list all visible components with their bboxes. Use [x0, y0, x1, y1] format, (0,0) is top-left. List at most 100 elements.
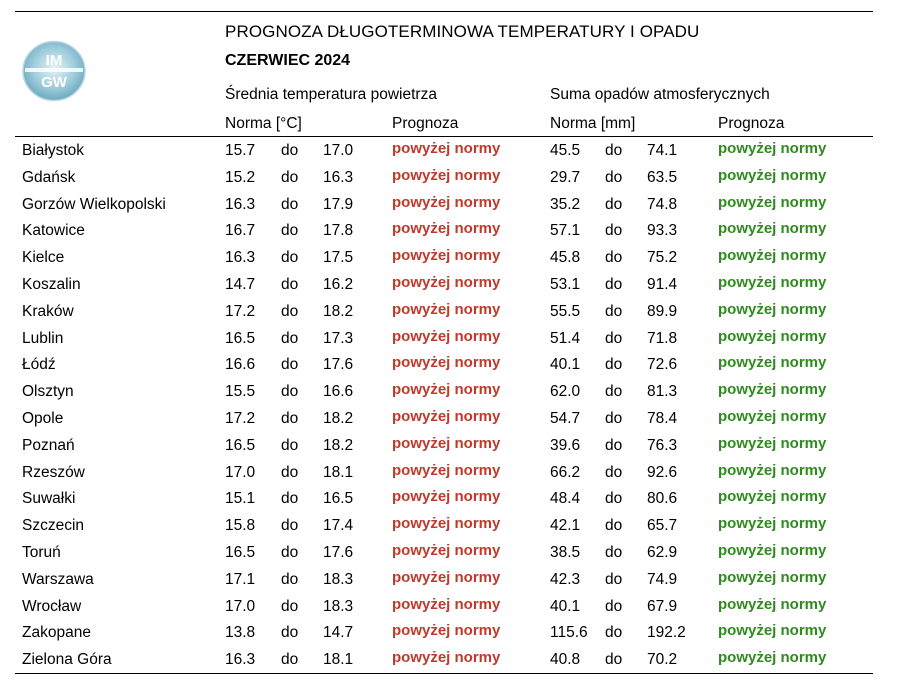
city-name: Lublin — [22, 329, 64, 347]
temp-forecast: powyżej normy — [392, 461, 501, 479]
precip-norm-separator: do — [605, 222, 623, 240]
table-row: Warszawa 17.1 do 18.3 powyżej normy 42.3 do 74.… — [0, 568, 905, 595]
precip-forecast: powyżej normy — [718, 595, 827, 613]
table-row: Szczecin 15.8 do 17.4 powyżej normy 42.1 do 65.… — [0, 514, 905, 541]
precip-norm-max: 67.9 — [647, 597, 678, 615]
precip-forecast: powyżej normy — [718, 273, 827, 291]
temp-norm-separator: do — [281, 624, 299, 642]
precip-forecast: powyżej normy — [718, 488, 827, 506]
precip-forecast: powyżej normy — [718, 220, 827, 238]
precip-norm-separator: do — [605, 517, 623, 535]
forecast-table: Białystok 15.7 do 17.0 powyżej normy 45.5 do 74… — [0, 139, 905, 675]
precip-forecast: powyżej normy — [718, 622, 827, 640]
precip-norm-separator: do — [605, 463, 623, 481]
precip-norm-min: 45.5 — [550, 142, 581, 159]
temp-forecast: powyżej normy — [392, 140, 501, 157]
temp-norm-min: 17.0 — [225, 463, 256, 481]
precip-norm-separator: do — [605, 651, 623, 669]
temp-norm-separator: do — [281, 142, 299, 159]
temp-forecast: powyżej normy — [392, 622, 501, 640]
table-row: Rzeszów 17.0 do 18.1 powyżej normy 66.2 do 92.6… — [0, 461, 905, 488]
city-name: Gorzów Wielkopolski — [22, 195, 166, 213]
precip-forecast: powyżej normy — [718, 461, 827, 479]
city-name: Gdańsk — [22, 168, 76, 186]
temp-norm-max: 17.6 — [323, 543, 354, 561]
precip-forecast: powyżej normy — [718, 247, 827, 265]
precip-norm-min: 51.4 — [550, 329, 581, 347]
temp-norm-separator: do — [281, 490, 299, 508]
temp-norm-max: 18.1 — [323, 651, 354, 669]
precip-norm-separator: do — [605, 543, 623, 561]
precip-norm-min: 115.6 — [550, 624, 588, 642]
table-row: Katowice 16.7 do 17.8 powyżej normy 57.1 do 93.… — [0, 219, 905, 246]
temp-norm-min: 16.3 — [225, 195, 256, 213]
city-name: Wrocław — [22, 597, 82, 615]
precip-norm-max: 74.1 — [647, 142, 678, 159]
temp-norm-separator: do — [281, 168, 299, 186]
precip-norm-min: 40.1 — [550, 597, 581, 615]
temp-norm-min: 17.1 — [225, 570, 256, 588]
section-temperature: Średnia temperatura powietrza — [225, 86, 437, 103]
temp-norm-max: 18.2 — [323, 436, 354, 454]
temp-norm-min: 16.5 — [225, 543, 256, 561]
precip-norm-min: 48.4 — [550, 490, 581, 508]
precip-norm-min: 53.1 — [550, 275, 581, 293]
precip-norm-min: 40.8 — [550, 651, 581, 669]
temp-norm-max: 17.4 — [323, 517, 354, 535]
temp-forecast: powyżej normy — [392, 193, 501, 211]
temp-norm-min: 14.7 — [225, 275, 256, 293]
precip-norm-separator: do — [605, 302, 623, 320]
precip-norm-separator: do — [605, 195, 623, 213]
temp-norm-max: 17.8 — [323, 222, 354, 240]
precip-norm-separator: do — [605, 383, 623, 401]
section-precipitation: Suma opadów atmosferycznych — [550, 86, 770, 103]
precip-norm-min: 66.2 — [550, 463, 581, 481]
temp-norm-max: 18.3 — [323, 597, 354, 615]
table-row: Poznań 16.5 do 18.2 powyżej normy 39.6 do 76.3 p… — [0, 434, 905, 461]
table-row: Olsztyn 15.5 do 16.6 powyżej normy 62.0 do 81.3… — [0, 380, 905, 407]
temp-forecast: powyżej normy — [392, 381, 501, 399]
temp-forecast: powyżej normy — [392, 595, 501, 613]
temp-forecast: powyżej normy — [392, 327, 501, 345]
temp-norm-separator: do — [281, 302, 299, 320]
temp-norm-separator: do — [281, 597, 299, 615]
logo-text-bottom: GW — [41, 74, 68, 91]
temp-norm-min: 16.5 — [225, 329, 256, 347]
precip-norm-min: 29.7 — [550, 168, 581, 186]
precip-norm-separator: do — [605, 168, 623, 186]
table-row: Łódź 16.6 do 17.6 powyżej normy 40.1 do 72.6 pow… — [0, 353, 905, 380]
city-name: Kielce — [22, 249, 65, 267]
temp-norm-max: 18.3 — [323, 570, 354, 588]
temp-norm-min: 16.5 — [225, 436, 256, 454]
precip-norm-max: 81.3 — [647, 383, 678, 401]
temp-forecast: powyżej normy — [392, 273, 501, 291]
precip-norm-max: 80.6 — [647, 490, 678, 508]
precip-norm-min: 54.7 — [550, 409, 581, 427]
temp-norm-min: 15.2 — [225, 168, 256, 186]
logo-text-top: IM — [46, 52, 63, 69]
precip-norm-max: 70.2 — [647, 651, 678, 669]
temp-forecast: powyżej normy — [392, 541, 501, 559]
temp-norm-min: 17.2 — [225, 409, 256, 427]
precip-norm-separator: do — [605, 142, 623, 159]
temp-forecast: powyżej normy — [392, 649, 501, 667]
temp-norm-max: 16.2 — [323, 275, 354, 293]
temp-forecast: powyżej normy — [392, 407, 501, 425]
temp-norm-separator: do — [281, 463, 299, 481]
city-name: Warszawa — [22, 570, 94, 588]
precip-norm-max: 76.3 — [647, 436, 678, 454]
temp-norm-separator: do — [281, 195, 299, 213]
precip-norm-max: 74.9 — [647, 570, 678, 588]
precip-forecast: powyżej normy — [718, 568, 827, 586]
precip-forecast: powyżej normy — [718, 354, 827, 372]
precip-forecast: powyżej normy — [718, 381, 827, 399]
temp-norm-max: 18.2 — [323, 302, 354, 320]
precip-norm-separator: do — [605, 249, 623, 267]
table-row: Wrocław 17.0 do 18.3 powyżej normy 40.1 do 67.9… — [0, 595, 905, 622]
temp-norm-max: 18.1 — [323, 463, 354, 481]
table-row: Zielona Góra 16.3 do 18.1 powyżej normy 40.8 d… — [0, 648, 905, 675]
table-row: Koszalin 14.7 do 16.2 powyżej normy 53.1 do 91.… — [0, 273, 905, 300]
city-name: Toruń — [22, 543, 61, 561]
temp-norm-max: 18.2 — [323, 409, 354, 427]
precip-norm-separator: do — [605, 570, 623, 588]
